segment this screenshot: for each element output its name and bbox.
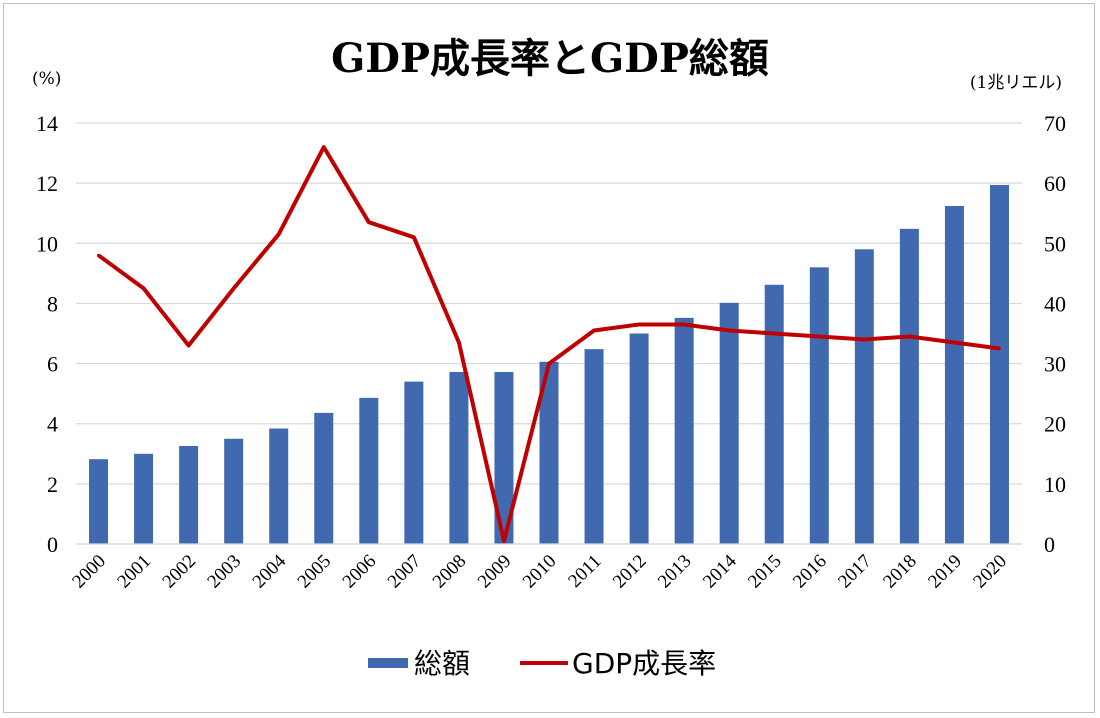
left-tick-label: 12 (36, 171, 58, 196)
x-tick-label: 2005 (294, 551, 336, 593)
left-tick-label: 0 (47, 532, 58, 557)
right-tick-label: 0 (1044, 532, 1055, 557)
x-tick-label: 2020 (969, 551, 1011, 593)
growth-point-2016 (817, 335, 821, 339)
right-tick-label: 20 (1044, 412, 1066, 437)
x-tick-label: 2018 (879, 551, 921, 593)
bar-2008 (449, 371, 469, 544)
bar-2016 (809, 267, 829, 544)
bar-2006 (359, 397, 379, 544)
growth-point-2017 (862, 338, 866, 342)
growth-point-2011 (592, 328, 596, 332)
x-tick-label: 2003 (203, 551, 245, 593)
growth-point-2019 (952, 341, 956, 345)
x-tick-label: 2009 (474, 551, 516, 593)
bar-2009 (494, 371, 514, 544)
left-tick-label: 4 (47, 412, 58, 437)
left-tick-label: 2 (47, 472, 58, 497)
growth-point-2003 (232, 286, 236, 290)
right-tick-label: 30 (1044, 352, 1066, 377)
bar-2003 (224, 438, 244, 544)
bar-2004 (269, 428, 289, 544)
left-tick-label: 10 (36, 231, 58, 256)
growth-point-2006 (367, 220, 371, 224)
left-tick-label: 6 (47, 352, 58, 377)
growth-point-2002 (187, 344, 191, 348)
bar-2007 (404, 381, 424, 544)
growth-point-2010 (547, 362, 551, 366)
growth-point-2015 (772, 332, 776, 335)
bar-2020 (989, 184, 1009, 544)
growth-point-2012 (637, 322, 641, 326)
x-tick-label: 2004 (249, 550, 291, 592)
x-tick-label: 2011 (564, 551, 605, 592)
x-tick-label: 2019 (924, 551, 966, 593)
growth-point-2018 (907, 335, 911, 339)
right-tick-label: 70 (1044, 111, 1066, 136)
bar-series-total (89, 184, 1009, 545)
bar-2005 (314, 412, 334, 544)
x-tick-label: 2012 (609, 551, 651, 593)
bar-2017 (854, 249, 874, 545)
x-tick-label: 2002 (158, 551, 200, 593)
legend-label-growth: GDP成長率 (572, 647, 716, 680)
growth-point-2013 (682, 322, 686, 326)
x-tick-label: 2013 (654, 551, 696, 593)
right-tick-label: 60 (1044, 171, 1066, 196)
bar-2001 (134, 453, 154, 544)
growth-point-2005 (322, 145, 326, 149)
bar-2002 (179, 445, 199, 544)
x-tick-label: 2014 (699, 550, 741, 592)
bar-2012 (629, 333, 649, 544)
legend: 総額 GDP成長率 (368, 647, 716, 680)
right-tick-label: 40 (1044, 291, 1066, 316)
right-tick-label: 10 (1044, 472, 1066, 497)
growth-point-2007 (412, 235, 416, 239)
growth-point-2001 (142, 286, 146, 290)
bar-2013 (674, 317, 694, 544)
x-tick-label: 2017 (834, 551, 876, 593)
x-axis: 2000 2001 2002 2003 2004 2005 2006 2007 2008 2009… (68, 543, 1022, 593)
left-axis-unit: (%) (32, 69, 61, 89)
x-tick-label: 2015 (744, 551, 786, 593)
bar-2018 (899, 228, 919, 544)
legend-swatch-total (368, 658, 408, 668)
bar-2010 (539, 361, 559, 544)
growth-point-2009 (502, 539, 506, 543)
x-tick-label: 2016 (789, 551, 831, 593)
bar-2015 (764, 284, 784, 544)
x-tick-label: 2007 (384, 551, 426, 593)
x-tick-label: 2000 (68, 551, 110, 593)
left-tick-label: 14 (36, 111, 58, 136)
right-tick-label: 50 (1044, 231, 1066, 256)
bar-2014 (719, 302, 739, 544)
chart-title: GDP成長率とGDP総額 (331, 35, 769, 82)
line-series-growth (97, 145, 1001, 543)
x-tick-label: 2006 (339, 551, 381, 593)
x-tick-label: 2001 (113, 551, 155, 593)
left-y-axis: 0 2 4 6 8 10 12 14 (36, 111, 58, 557)
legend-label-total: 総額 (414, 647, 470, 680)
growth-point-2004 (277, 232, 281, 236)
right-y-axis: 0 10 20 30 40 50 60 70 (1044, 111, 1066, 557)
left-tick-label: 8 (47, 291, 58, 316)
x-tick-label: 2008 (429, 551, 471, 593)
bar-2000 (89, 459, 109, 544)
bar-2011 (584, 349, 604, 544)
growth-point-2020 (997, 347, 1001, 351)
bar-2019 (944, 205, 964, 545)
x-tick-label: 2010 (519, 551, 561, 593)
growth-point-2008 (457, 341, 461, 345)
growth-point-2014 (727, 328, 731, 332)
growth-point-2000 (97, 253, 101, 257)
right-axis-unit: (1兆リエル) (970, 73, 1062, 93)
